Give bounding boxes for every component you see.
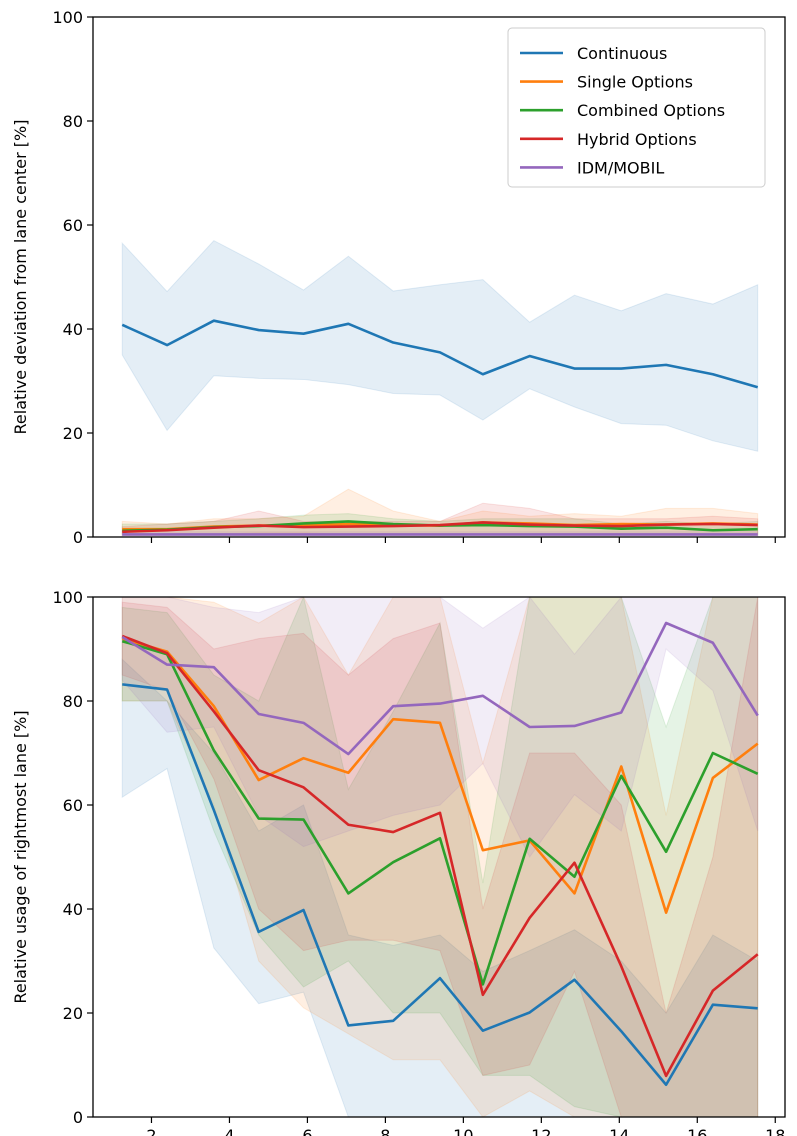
series-line bbox=[122, 683, 758, 1087]
y-tick-label: 80 bbox=[63, 112, 83, 131]
confidence-band bbox=[121, 597, 759, 858]
confidence-band bbox=[121, 597, 759, 1117]
plot-area bbox=[121, 239, 759, 537]
y-tick-label: 40 bbox=[63, 320, 83, 339]
y-axis-label: Relative usage of rightmost lane [%] bbox=[11, 710, 30, 1003]
confidence-band bbox=[121, 597, 759, 1117]
series-line bbox=[121, 634, 759, 1078]
y-tick-label: 0 bbox=[73, 1108, 83, 1127]
series-line bbox=[121, 621, 759, 756]
y-tick-label: 100 bbox=[52, 588, 83, 607]
confidence-band bbox=[121, 658, 759, 1117]
x-tick-label: 8 bbox=[380, 1126, 390, 1136]
x-tick-label: 12 bbox=[531, 1126, 551, 1136]
legend-label: Single Options bbox=[577, 73, 693, 92]
axes-frame bbox=[92, 16, 786, 538]
series-line bbox=[122, 521, 758, 534]
x-tick-label: 18 bbox=[765, 1126, 785, 1136]
y-tick-label: 60 bbox=[63, 216, 83, 235]
plot-area bbox=[121, 597, 759, 1117]
legend-label: Combined Options bbox=[577, 101, 725, 120]
x-tick-label: 6 bbox=[302, 1126, 312, 1136]
series-line bbox=[121, 639, 759, 986]
legend-label: Hybrid Options bbox=[577, 130, 697, 149]
y-axis-label: Relative deviation from lane center [%] bbox=[11, 120, 30, 435]
confidence-band bbox=[121, 597, 759, 1117]
legend-label: IDM/MOBIL bbox=[577, 158, 664, 177]
legend-label: Continuous bbox=[577, 44, 667, 63]
y-tick-label: 40 bbox=[63, 900, 83, 919]
x-tick-label: 4 bbox=[224, 1126, 234, 1136]
axes-frame bbox=[92, 596, 786, 1118]
y-tick-label: 20 bbox=[63, 1004, 83, 1023]
y-tick-label: 0 bbox=[73, 528, 83, 547]
y-tick-label: 60 bbox=[63, 796, 83, 815]
y-tick-label: 100 bbox=[52, 8, 83, 27]
legend-box bbox=[507, 27, 766, 188]
x-tick-label: 14 bbox=[609, 1126, 629, 1136]
y-tick-label: 20 bbox=[63, 424, 83, 443]
x-tick-label: 2 bbox=[146, 1126, 156, 1136]
series-line bbox=[121, 319, 759, 389]
confidence-band bbox=[121, 239, 759, 452]
y-tick-label: 80 bbox=[63, 692, 83, 711]
x-tick-label: 16 bbox=[687, 1126, 707, 1136]
x-tick-label: 10 bbox=[453, 1126, 473, 1136]
